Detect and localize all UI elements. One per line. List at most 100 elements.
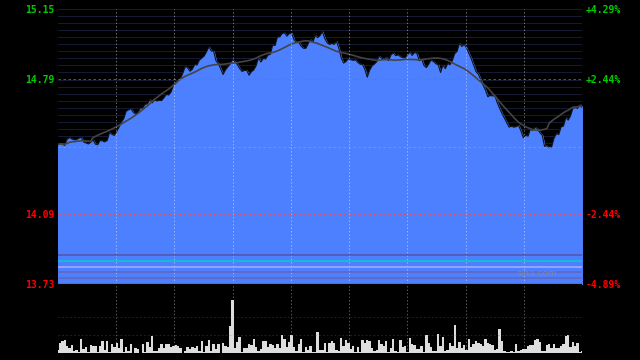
Bar (328, 343, 331, 353)
Bar (231, 300, 234, 353)
Bar (125, 347, 127, 353)
Bar (217, 345, 220, 353)
Bar (420, 346, 423, 353)
Bar (364, 343, 366, 353)
Bar (101, 341, 104, 353)
Bar (399, 339, 401, 353)
Bar (517, 351, 520, 353)
Bar (376, 350, 378, 353)
Bar (59, 343, 61, 353)
Bar (83, 349, 84, 353)
Bar (118, 348, 120, 353)
Bar (326, 352, 328, 353)
Bar (205, 346, 208, 353)
Bar (397, 352, 399, 353)
Bar (510, 351, 513, 353)
Bar (475, 341, 477, 353)
Bar (442, 337, 444, 353)
Bar (444, 351, 447, 353)
Bar (156, 351, 158, 353)
Bar (144, 352, 147, 353)
Bar (148, 347, 151, 353)
Bar (208, 340, 210, 353)
Bar (486, 343, 489, 353)
Bar (333, 343, 335, 353)
Bar (418, 349, 420, 353)
Bar (255, 347, 257, 353)
Bar (548, 345, 550, 353)
Bar (241, 352, 243, 353)
Bar (506, 352, 508, 353)
Bar (447, 350, 449, 353)
Bar (574, 346, 577, 353)
Bar (134, 347, 137, 353)
Bar (385, 341, 387, 353)
Bar (515, 344, 517, 353)
Bar (120, 339, 123, 353)
Bar (577, 343, 579, 353)
Bar (163, 348, 165, 353)
Bar (76, 350, 77, 353)
Bar (92, 346, 94, 353)
Bar (392, 339, 394, 353)
Text: sina.com: sina.com (517, 269, 557, 278)
Bar (203, 352, 205, 353)
Bar (271, 345, 274, 353)
Bar (349, 349, 352, 353)
Bar (305, 347, 307, 353)
Bar (570, 347, 572, 353)
Bar (248, 344, 250, 353)
Bar (295, 351, 298, 353)
Bar (335, 351, 338, 353)
Bar (508, 352, 510, 353)
Bar (179, 348, 182, 353)
Bar (352, 346, 355, 353)
Bar (115, 343, 118, 353)
Bar (276, 344, 278, 353)
Bar (550, 348, 553, 353)
Bar (165, 344, 168, 353)
Bar (243, 348, 246, 353)
Bar (456, 347, 458, 353)
Bar (383, 346, 385, 353)
Bar (581, 351, 584, 353)
Bar (257, 351, 260, 353)
Bar (170, 347, 172, 353)
Bar (369, 341, 371, 353)
Bar (501, 341, 503, 353)
Bar (236, 342, 239, 353)
Bar (534, 340, 536, 353)
Bar (193, 348, 196, 353)
Bar (269, 344, 271, 353)
Bar (435, 351, 437, 353)
Bar (56, 350, 59, 353)
Bar (425, 335, 428, 353)
Bar (293, 347, 295, 353)
Bar (189, 349, 191, 353)
Bar (437, 334, 440, 353)
Bar (108, 352, 111, 353)
Bar (541, 351, 543, 353)
Bar (387, 352, 390, 353)
Bar (302, 352, 305, 353)
Bar (546, 345, 548, 353)
Bar (284, 339, 285, 353)
Bar (87, 352, 90, 353)
Bar (264, 341, 267, 353)
Bar (430, 347, 432, 353)
Bar (411, 344, 413, 353)
Bar (416, 349, 418, 353)
Bar (373, 351, 376, 353)
Bar (378, 340, 380, 353)
Bar (172, 346, 175, 353)
Bar (525, 350, 527, 353)
Bar (513, 352, 515, 353)
Bar (127, 351, 130, 353)
Bar (440, 346, 442, 353)
Bar (579, 352, 581, 353)
Bar (567, 335, 570, 353)
Bar (496, 349, 499, 353)
Bar (345, 340, 347, 353)
Bar (130, 344, 132, 353)
Bar (63, 340, 66, 353)
